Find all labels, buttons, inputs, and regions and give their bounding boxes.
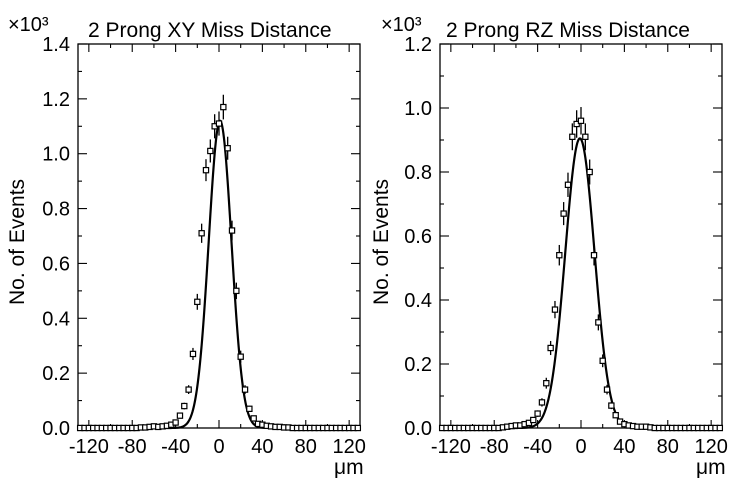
data-point — [591, 253, 596, 258]
data-point — [234, 288, 239, 293]
data-point — [177, 413, 182, 418]
data-point — [578, 118, 583, 123]
x-axis-label: μm — [334, 456, 364, 479]
data-point — [216, 121, 221, 126]
x-tick-label: -120 — [431, 436, 471, 458]
data-point — [613, 413, 618, 418]
y-axis-label: No. of Events — [370, 179, 393, 305]
data-point — [544, 381, 549, 386]
y-tick-label: 0.2 — [42, 363, 70, 385]
data-point — [238, 354, 243, 359]
data-point — [247, 406, 252, 411]
y-tick-label: 0.4 — [42, 308, 70, 330]
y-axis-label: No. of Events — [6, 179, 29, 305]
x-tick-label: -40 — [523, 436, 552, 458]
y-tick-label: 1.4 — [42, 34, 70, 56]
x-tick-label: 80 — [295, 436, 317, 458]
data-point — [717, 425, 722, 430]
data-point — [565, 182, 570, 187]
x-tick-label: -80 — [118, 436, 147, 458]
y-tick-label: 0.0 — [42, 418, 70, 440]
x-tick-label: -80 — [480, 436, 509, 458]
y-multiplier: ×10³ — [8, 14, 49, 36]
data-point — [548, 345, 553, 350]
data-point — [535, 411, 540, 416]
fit-curve — [440, 138, 722, 428]
data-point — [199, 231, 204, 236]
x-tick-label: 120 — [694, 436, 727, 458]
x-tick-label: 40 — [613, 436, 635, 458]
x-tick-label: 80 — [657, 436, 679, 458]
data-point — [182, 403, 187, 408]
data-point — [531, 417, 536, 422]
data-point — [570, 134, 575, 139]
y-tick-label: 1.0 — [404, 98, 432, 120]
fit-curve — [78, 121, 360, 428]
data-point — [561, 211, 566, 216]
data-point — [552, 307, 557, 312]
plot-frame — [78, 44, 360, 428]
data-point — [587, 169, 592, 174]
chart-panel-1: -120 -80 -40 0 40 80 120 0.0 0.2 0.4 0.6 0.8 1.0 1.2 1… — [6, 14, 366, 479]
chart-title: 2 Prong RZ Miss Distance — [446, 19, 690, 42]
data-point — [557, 253, 562, 258]
data-point — [600, 358, 605, 363]
y-tick-label: 0.6 — [404, 226, 432, 248]
data-point — [221, 104, 226, 109]
data-point — [539, 400, 544, 405]
data-point — [609, 403, 614, 408]
data-point — [604, 387, 609, 392]
data-point — [355, 425, 360, 430]
y-tick-label: 1.2 — [42, 89, 70, 111]
y-tick-label: 0.4 — [404, 290, 432, 312]
y-tick-label: 0.8 — [42, 199, 70, 221]
x-tick-label: -40 — [161, 436, 190, 458]
y-tick-label: 1.2 — [404, 34, 432, 56]
chart-title: 2 Prong XY Miss Distance — [88, 19, 332, 42]
data-point — [251, 416, 256, 421]
x-axis-label: μm — [696, 456, 726, 479]
data-point — [583, 134, 588, 139]
data-point — [208, 148, 213, 153]
x-tick-label: 0 — [575, 436, 586, 458]
data-point — [190, 351, 195, 356]
data-point — [229, 228, 234, 233]
data-point — [186, 387, 191, 392]
data-point — [203, 168, 208, 173]
x-tick-label: -120 — [69, 436, 109, 458]
x-tick-label: 120 — [332, 436, 365, 458]
data-point — [242, 387, 247, 392]
x-tick-label: 0 — [213, 436, 224, 458]
y-tick-label: 1.0 — [42, 144, 70, 166]
data-point — [195, 299, 200, 304]
data-point — [596, 320, 601, 325]
plot-frame — [440, 44, 722, 428]
y-tick-label: 0.6 — [42, 253, 70, 275]
y-tick-label: 0.8 — [404, 162, 432, 184]
figure: -120 -80 -40 0 40 80 120 0.0 0.2 0.4 0.6 0.8 1.0 1.2 1… — [0, 0, 740, 484]
y-tick-label: 0.0 — [404, 418, 432, 440]
x-tick-label: 40 — [251, 436, 273, 458]
chart-panel-2: -120 -80 -40 0 40 80 120 0.0 0.2 0.4 0.6 0.8 1.0 1.2 2… — [370, 14, 728, 479]
y-tick-label: 0.2 — [404, 354, 432, 376]
data-point — [173, 420, 178, 425]
y-multiplier: ×10³ — [381, 14, 422, 36]
data-point — [225, 146, 230, 151]
